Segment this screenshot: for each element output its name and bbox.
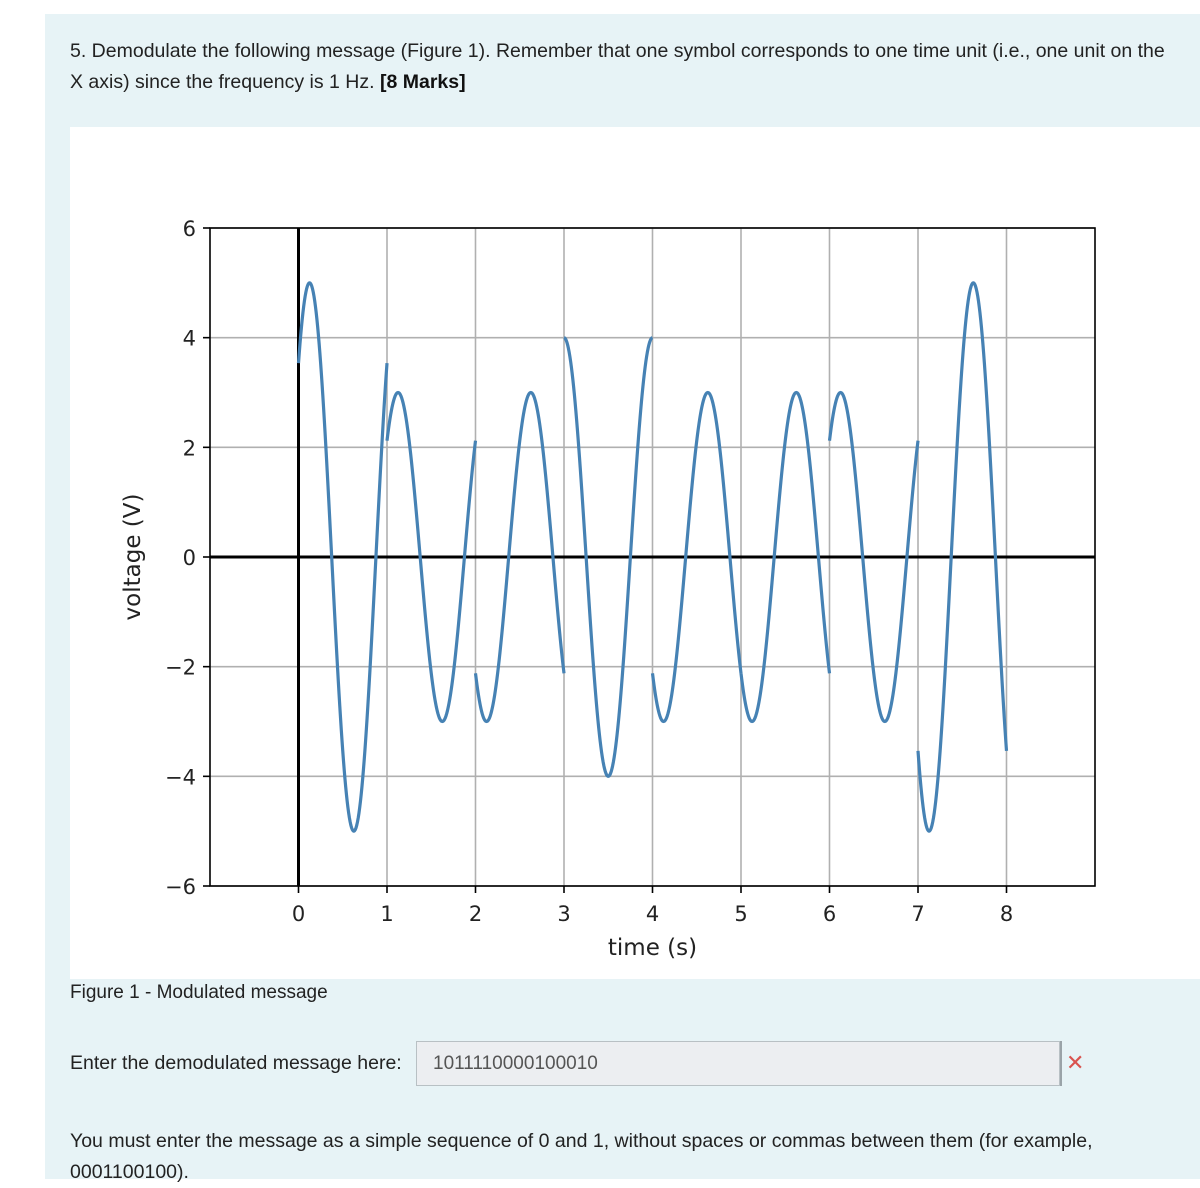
x-tick-label: 4 bbox=[646, 902, 659, 926]
y-tick-label: 4 bbox=[183, 327, 196, 351]
signal-segment-4 bbox=[563, 336, 654, 778]
question-line-2: X axis) since the frequency is 1 Hz. [8 … bbox=[70, 67, 1200, 98]
instructions-text: You must enter the message as a simple s… bbox=[70, 1130, 1093, 1183]
signal-segment-3 bbox=[473, 390, 566, 724]
y-tick-label: 0 bbox=[183, 546, 196, 570]
demodulated-message-input[interactable] bbox=[416, 1041, 1060, 1086]
x-tick-label: 8 bbox=[1000, 902, 1013, 926]
x-tick-label: 0 bbox=[292, 902, 305, 926]
y-tick-label: 6 bbox=[183, 217, 196, 241]
input-edge bbox=[1060, 1041, 1062, 1086]
signal-segment-8 bbox=[916, 281, 1009, 833]
y-tick-label: −4 bbox=[165, 765, 196, 789]
x-tick-label: 1 bbox=[380, 902, 393, 926]
y-tick-label: −2 bbox=[165, 656, 196, 680]
modulated-message-chart: 0 1 2 3 4 5 6 7 8 6 4 2 0 −2 −4 −6 time (s) voltage (V) bbox=[120, 217, 1096, 961]
signal-segment-6 bbox=[739, 390, 832, 724]
chart-axes bbox=[210, 228, 1095, 886]
figure-box: 0 1 2 3 4 5 6 7 8 6 4 2 0 −2 −4 −6 time (s) voltage (V) bbox=[70, 127, 1200, 979]
top-strip bbox=[0, 0, 1200, 14]
x-tick-label: 7 bbox=[911, 902, 924, 926]
x-tick-label: 2 bbox=[469, 902, 482, 926]
question-text: 5. Demodulate the following message (Fig… bbox=[70, 36, 1200, 98]
question-line-1: 5. Demodulate the following message (Fig… bbox=[70, 40, 1165, 62]
y-axis-label: voltage (V) bbox=[120, 494, 146, 621]
answer-label: Enter the demodulated message here: bbox=[70, 1052, 402, 1074]
signal-segment-7 bbox=[827, 390, 920, 724]
figure-caption: Figure 1 - Modulated message bbox=[70, 982, 328, 1003]
signal-segment-5 bbox=[650, 390, 743, 724]
x-tick-label: 3 bbox=[557, 902, 570, 926]
x-tick-label: 5 bbox=[734, 902, 747, 926]
question-line-2-text: X axis) since the frequency is 1 Hz. bbox=[70, 71, 380, 93]
x-axis-label: time (s) bbox=[608, 935, 697, 961]
x-tick-label: 6 bbox=[823, 902, 836, 926]
chart-series bbox=[296, 281, 1009, 833]
y-tick-label: 2 bbox=[183, 436, 196, 460]
y-tick-label: −6 bbox=[165, 875, 196, 899]
chart-ticks: 0 1 2 3 4 5 6 7 8 6 4 2 0 −2 −4 −6 bbox=[165, 217, 1013, 926]
marks-label: [8 Marks] bbox=[379, 71, 466, 93]
signal-segment-2 bbox=[385, 390, 478, 724]
signal-segment-1 bbox=[296, 281, 389, 833]
cross-icon: ✕ bbox=[1066, 1050, 1085, 1075]
